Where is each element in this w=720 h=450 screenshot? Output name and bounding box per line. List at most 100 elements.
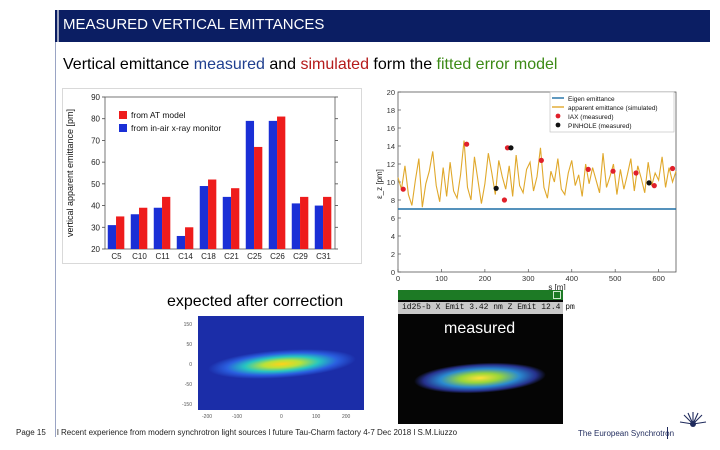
- legend-label-pinhole: PINHOLE (measured): [568, 123, 632, 130]
- line-x-tick-label: 100: [435, 274, 448, 283]
- legend-label-eigen: Eigen emittance: [568, 96, 615, 103]
- sim-beam-spot: [208, 349, 356, 379]
- bar-y-axis-label: vertical apparent emittance [pm]: [65, 109, 75, 237]
- bar-x-tick-label: C31: [316, 252, 331, 261]
- measured-beam-spot: [414, 362, 546, 394]
- measured-window-toolbar: [398, 290, 563, 300]
- bar-y-tick-label: 60: [91, 158, 100, 167]
- bar-x-tick-label: C11: [155, 252, 170, 261]
- svg-text:100: 100: [312, 414, 321, 420]
- bar-model-C25: [254, 146, 263, 249]
- subtitle-measured: measured: [193, 56, 265, 73]
- iax-point: [501, 197, 508, 203]
- svg-text:0: 0: [189, 362, 192, 368]
- bar-y-tick-label: 20: [91, 245, 100, 254]
- bar-model-C10: [139, 207, 148, 249]
- bar-x-tick-label: C26: [270, 252, 285, 261]
- line-y-tick-label: 20: [387, 88, 395, 97]
- subtitle-simulated: simulated: [300, 56, 369, 73]
- bar-model-C26: [277, 116, 286, 250]
- line-legend-box: [549, 91, 675, 133]
- bar-xray-C10: [130, 214, 140, 249]
- legend-marker-iax: [555, 113, 561, 119]
- window-close-icon[interactable]: [553, 291, 561, 299]
- iax-point: [464, 141, 470, 147]
- line-x-tick-label: 0: [396, 274, 400, 283]
- bar-y-tick-label: 50: [91, 180, 100, 189]
- svg-text:150: 150: [184, 322, 193, 328]
- bar-model-C29: [300, 196, 309, 249]
- bar-x-tick-label: C10: [132, 252, 147, 261]
- line-x-axis-label: s [m]: [548, 283, 565, 290]
- iax-point: [610, 168, 616, 174]
- line-y-tick-label: 2: [391, 250, 395, 259]
- bar-model-C11: [162, 196, 171, 249]
- bar-xray-C21: [222, 196, 232, 249]
- legend-label-iax: IAX (measured): [568, 114, 614, 121]
- svg-text:200: 200: [342, 414, 351, 420]
- line-y-tick-label: 18: [387, 106, 395, 115]
- measured-beam-image: id25-b X Emit 3.42 nm Z Emit 12.4 pm mea…: [398, 290, 575, 424]
- header-accent: [57, 10, 59, 42]
- line-y-tick-label: 8: [391, 196, 395, 205]
- page-number: Page 15: [16, 428, 46, 437]
- bar-y-tick-label: 40: [91, 202, 100, 211]
- line-chart-panel: 0 2 4 6 8 10 12 14 16 18 20 0 100 200 300 400 500 600 s [m…: [372, 88, 684, 292]
- line-y-tick-label: 6: [391, 214, 395, 223]
- line-y-tick-label: 14: [387, 142, 395, 151]
- line-x-tick-label: 500: [609, 274, 622, 283]
- apparent-emittance-line: [397, 140, 677, 208]
- bar-xray-C25: [245, 120, 255, 249]
- iax-point: [538, 157, 544, 163]
- legend-label-apparent: apparent emittance (simulated): [568, 105, 658, 112]
- footer-text: l Recent experience from modern synchrot…: [57, 428, 458, 437]
- pinhole-point: [646, 180, 652, 186]
- line-y-axis-label: ε_z [pm]: [375, 169, 384, 199]
- pinhole-point: [508, 145, 514, 151]
- measured-status-bar: id25-b X Emit 3.42 nm Z Emit 12.4 pm: [398, 302, 575, 314]
- bar-xray-C29: [291, 203, 301, 249]
- bar-x-tick-label: C21: [224, 252, 239, 261]
- bar-model-C18: [208, 179, 217, 249]
- bar-model-C21: [231, 188, 240, 249]
- header-bar: [55, 10, 710, 42]
- svg-text:-200: -200: [202, 414, 212, 420]
- footer-separator: [667, 427, 668, 439]
- line-x-tick-label: 300: [522, 274, 535, 283]
- subtitle-part3: form the: [368, 56, 437, 73]
- simulated-beam-image: 150 50 0 -50 -150 -200 -100 0 100 200: [170, 312, 370, 424]
- line-x-tick-label: 200: [479, 274, 492, 283]
- iax-point: [651, 183, 657, 189]
- iax-point: [585, 166, 591, 172]
- slide-title: MEASURED VERTICAL EMITTANCES: [63, 16, 325, 33]
- esrf-logo-mark: [679, 412, 707, 427]
- svg-text:50: 50: [186, 342, 192, 348]
- simulated-beam-plot: 150 50 0 -50 -150 -200 -100 0 100 200: [182, 316, 364, 420]
- bar-model-C5: [116, 216, 125, 249]
- caption-expected: expected after correction: [167, 293, 344, 310]
- bar-xray-C11: [153, 207, 163, 249]
- bar-model-C14: [185, 227, 194, 249]
- line-y-tick-label: 4: [391, 232, 395, 241]
- svg-text:-150: -150: [182, 402, 192, 408]
- left-rule: [55, 42, 56, 437]
- line-x-tick-label: 600: [652, 274, 665, 283]
- bar-xray-C18: [199, 186, 209, 249]
- bar-y-tick-label: 30: [91, 223, 100, 232]
- bar-xray-C14: [176, 235, 186, 249]
- bar-y-tick-label: 70: [91, 136, 100, 145]
- bar-x-tick-label: C29: [293, 252, 308, 261]
- bar-chart: 20 30 40 50 60 70 80 90 vertical apparent emitta…: [65, 93, 338, 261]
- svg-text:-100: -100: [232, 414, 242, 420]
- line-y-tick-label: 12: [387, 160, 395, 169]
- esrf-logo: [671, 410, 715, 446]
- caption-measured: measured: [444, 320, 516, 337]
- bar-plot-frame: [104, 96, 336, 250]
- line-x-tick-label: 400: [565, 274, 578, 283]
- bar-xray-C31: [314, 205, 324, 249]
- bar-x-tick-label: C25: [247, 252, 262, 261]
- bar-y-tick-label: 90: [91, 93, 100, 102]
- measured-beam-plot: [414, 362, 546, 394]
- bar-x-tick-label: C5: [111, 252, 122, 261]
